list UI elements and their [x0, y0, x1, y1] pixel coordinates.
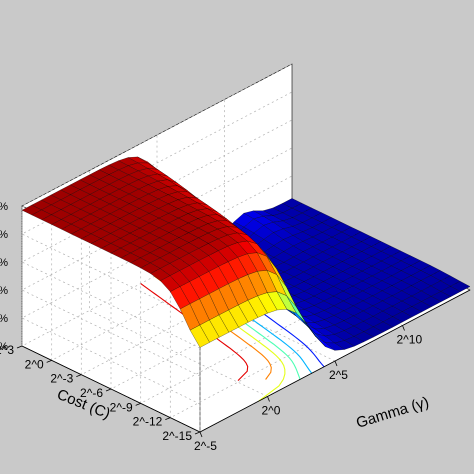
x-tick-label: 2^5	[329, 368, 348, 382]
z-tick-label: %	[0, 257, 8, 269]
y-tick-label: 2^-15	[162, 429, 192, 443]
z-tick-label: %	[0, 313, 8, 325]
x-tick-label: 2^10	[397, 333, 423, 347]
y-tick-label: 2^3	[0, 343, 14, 357]
y-tick-label: 2^-9	[110, 400, 133, 414]
surface-mesh	[21, 156, 471, 351]
y-tick-label: 2^-6	[80, 386, 103, 400]
z-tick-label: %	[0, 201, 8, 213]
x-tick-labels: 2^-5 2^0 2^5 2^10	[194, 325, 423, 453]
z-tick-label: %	[0, 229, 8, 241]
x-tick-label: 2^0	[262, 404, 281, 418]
z-tick-label: %	[0, 285, 8, 297]
y-tick-labels: 2^-152^-122^-9 2^-6 2^-3 2^0 2^3	[0, 343, 201, 443]
z-tick-labels: %%%%%%	[0, 201, 8, 353]
x-tick-label: 2^-5	[194, 439, 217, 453]
y-tick-label: 2^-12	[133, 415, 163, 429]
surface-patch	[189, 324, 210, 348]
x-axis-label: Gamma (γ)	[354, 394, 431, 432]
y-tick-label: 2^-3	[50, 372, 73, 386]
z-tick-label: %	[0, 341, 8, 353]
y-tick-label: 2^0	[25, 357, 44, 371]
